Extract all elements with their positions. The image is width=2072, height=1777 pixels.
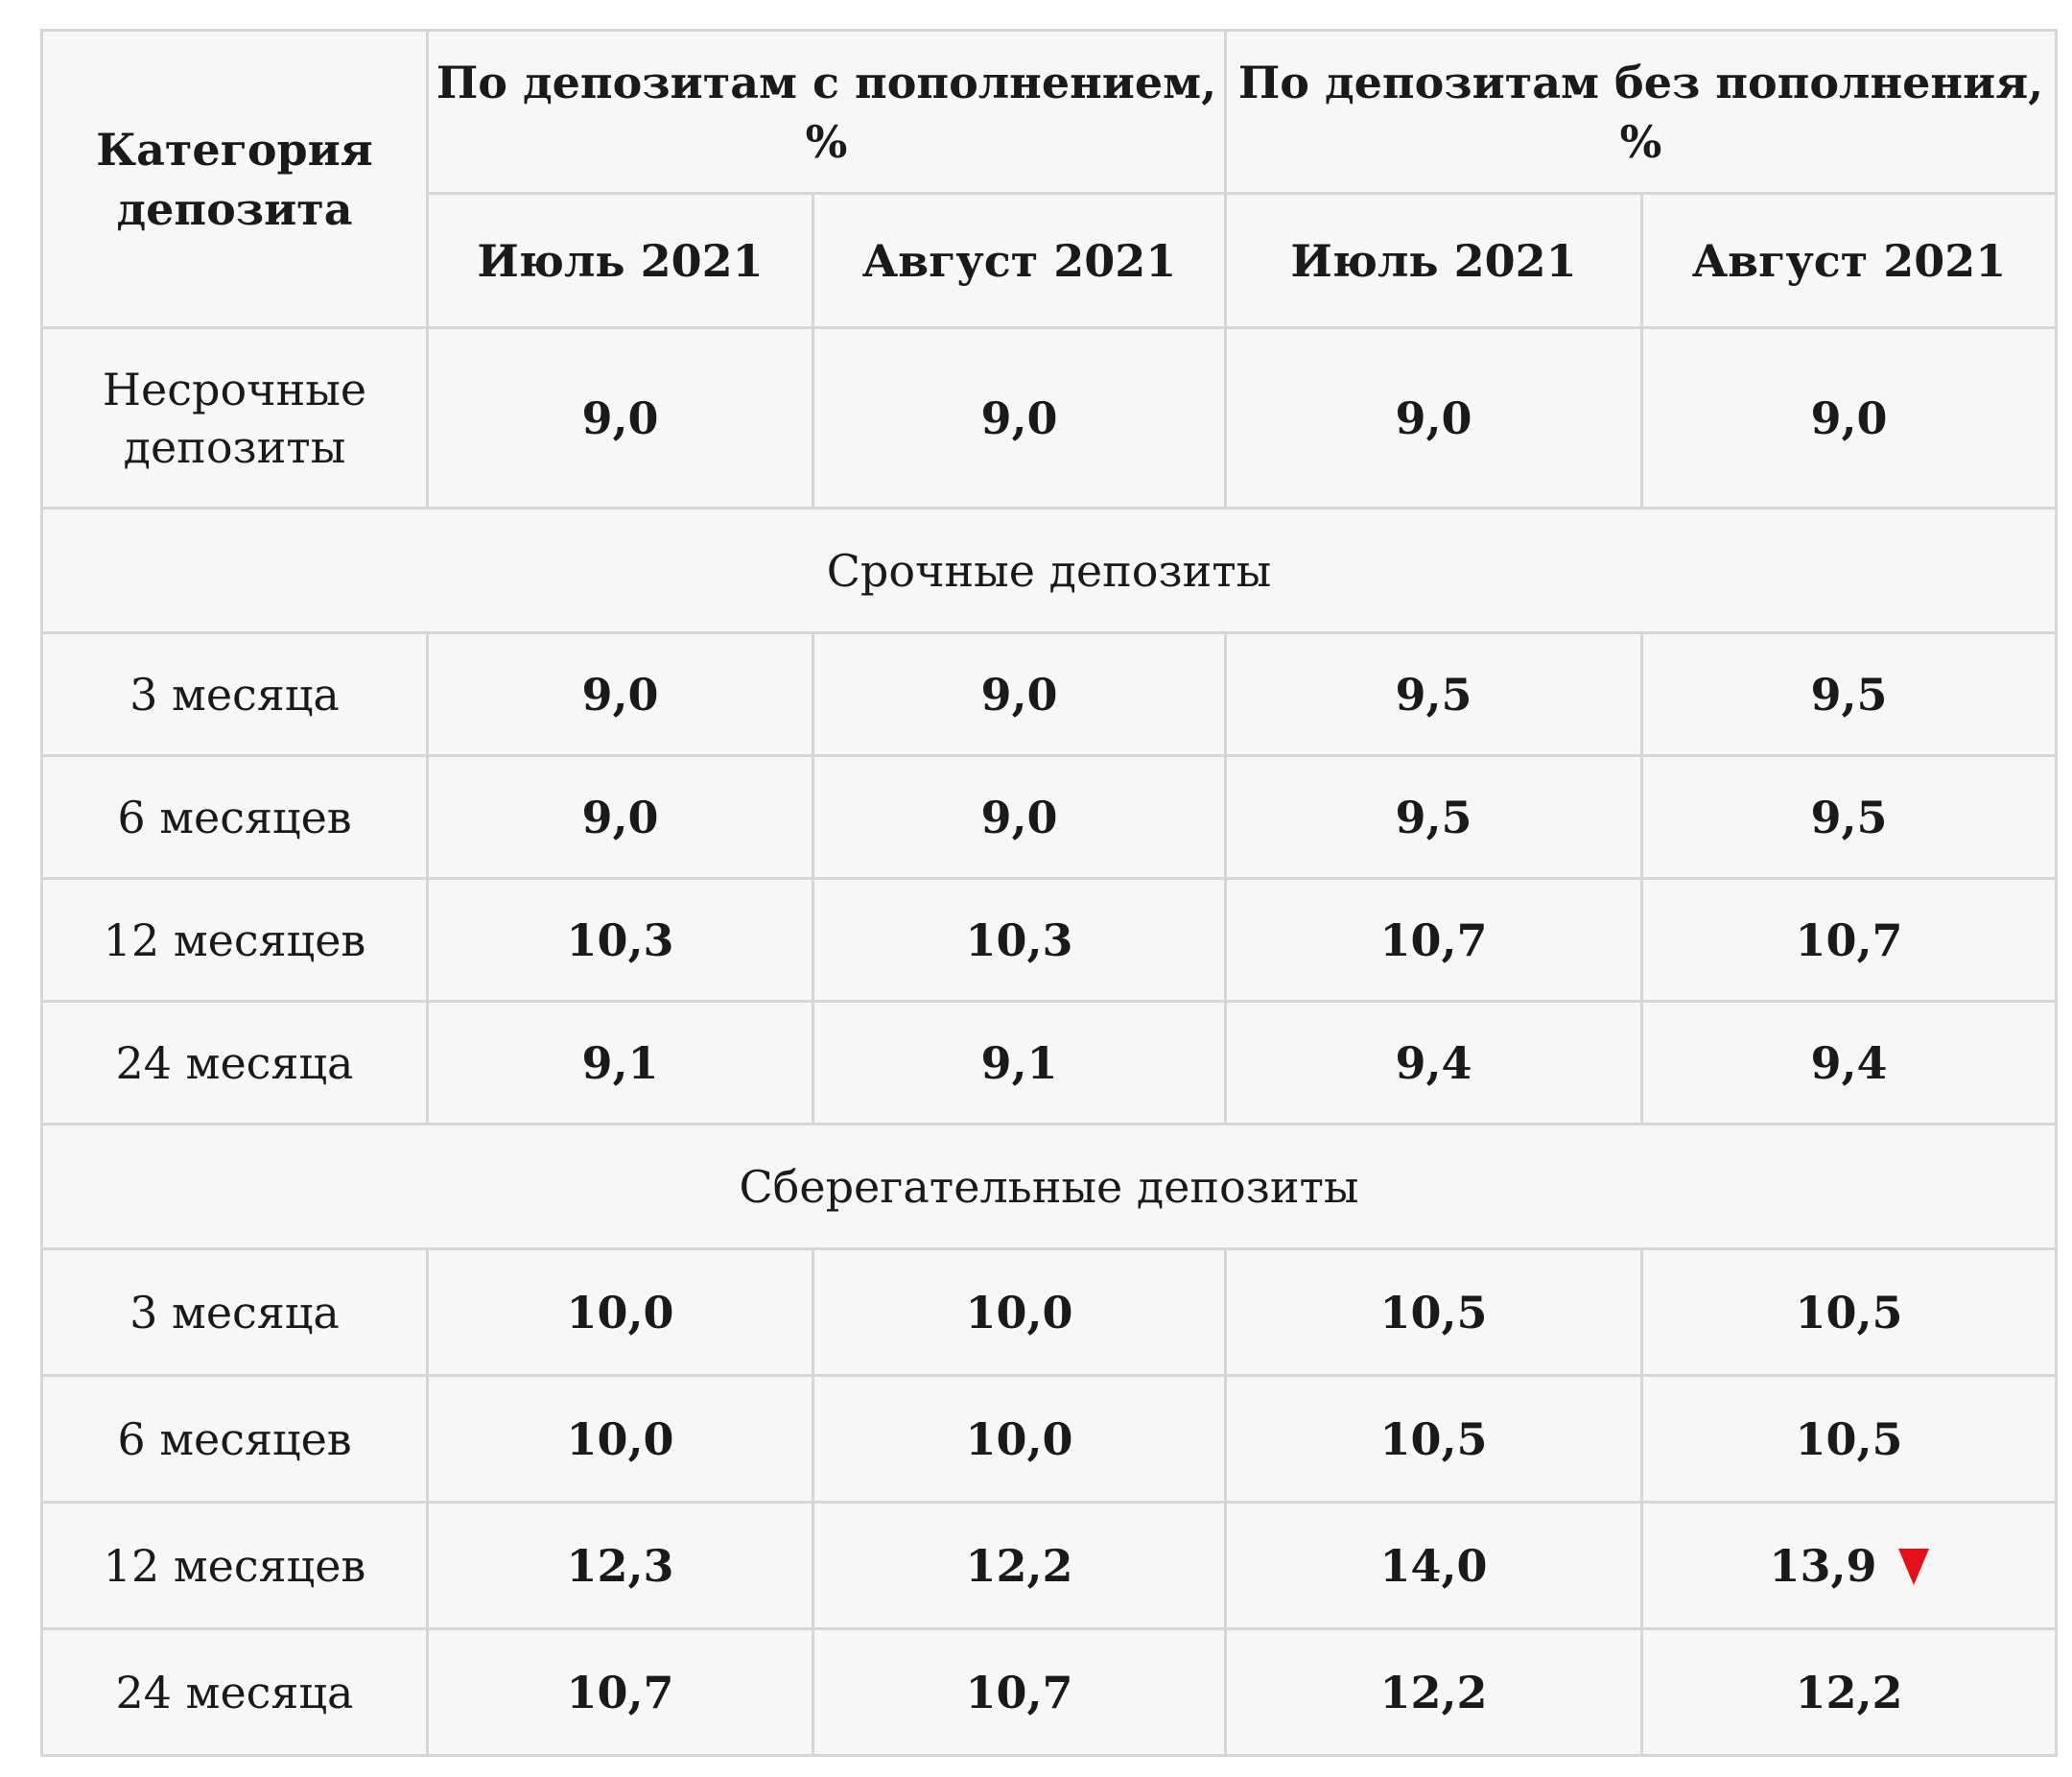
row-label: 3 месяца: [40, 631, 429, 757]
section-row: Срочные депозиты: [39, 507, 2059, 634]
row-label: Несрочные депозиты: [40, 326, 429, 509]
rate-value: 10,7: [1640, 877, 2059, 1003]
rate-value: 9,5: [1224, 631, 1644, 757]
rate-value: 10,0: [811, 1247, 1228, 1377]
header-month: Август 2021: [1640, 192, 2059, 329]
table-row: 3 месяца 9,0 9,0 9,5 9,5: [40, 631, 2059, 757]
table-row: 3 месяца 10,0 10,0 10,5 10,5: [40, 1247, 2059, 1377]
rate-value: 9,0: [811, 631, 1228, 757]
row-label: 6 месяцев: [40, 1374, 429, 1504]
rate-value: 9,1: [811, 1000, 1228, 1125]
header-row-months: Июль 2021 Август 2021 Июль 2021 Август 2…: [42, 192, 2059, 329]
row-label: 6 месяцев: [40, 754, 429, 880]
rate-value: 9,0: [1224, 326, 1644, 509]
rate-value: 9,0: [1640, 326, 2059, 509]
table-row: 6 месяцев 9,0 9,0 9,5 9,5: [40, 754, 2059, 880]
rate-value: 9,4: [1224, 1000, 1644, 1125]
section-title-savings: Сберегательные депозиты: [39, 1123, 2059, 1250]
header-month: Август 2021: [811, 192, 1228, 329]
rate-value: 9,4: [1640, 1000, 2059, 1125]
table-row: 12 месяцев 12,3 12,2 14,0 13,9: [40, 1501, 2059, 1630]
section-row: Сберегательные депозиты: [39, 1123, 2059, 1250]
row-label: 3 месяца: [40, 1247, 429, 1377]
rate-value: 10,7: [811, 1627, 1228, 1757]
rate-value: 12,2: [811, 1501, 1228, 1630]
table-row: Несрочные депозиты 9,0 9,0 9,0 9,0: [40, 326, 2059, 509]
rate-value: 9,5: [1224, 754, 1644, 880]
table-row: 24 месяца 9,1 9,1 9,4 9,4: [40, 1000, 2059, 1125]
deposit-rates-table: Категория депозита По депозитам с пополн…: [39, 29, 2059, 1757]
section-title-term: Срочные депозиты: [39, 507, 2059, 634]
rate-value: 10,5: [1224, 1247, 1644, 1377]
rate-value: 10,0: [426, 1247, 814, 1377]
header-month: Июль 2021: [426, 192, 814, 329]
table-row: 24 месяца 10,7 10,7 12,2 12,2: [40, 1627, 2059, 1757]
row-label: 12 месяцев: [40, 1501, 429, 1630]
rate-value: 12,3: [426, 1501, 814, 1630]
rate-value: 9,0: [426, 326, 814, 509]
rate-value: 9,5: [1640, 631, 2059, 757]
rate-value: 10,5: [1224, 1374, 1644, 1504]
rate-value: 12,2: [1640, 1627, 2059, 1757]
header-month: Июль 2021: [1224, 192, 1644, 329]
rate-value: 14,0: [1224, 1501, 1644, 1630]
rate-value: 10,7: [1224, 877, 1644, 1003]
header-category: Категория депозита: [40, 29, 429, 329]
rate-value: 9,5: [1640, 754, 2059, 880]
rate-value: 10,5: [1640, 1247, 2059, 1377]
rate-value: 13,9: [1769, 1539, 1877, 1592]
header-row-groups: Категория депозита По депозитам с пополн…: [40, 29, 2059, 329]
header-group-without-topup: По депозитам без пополнения, %: [1224, 29, 2059, 195]
rate-value: 10,0: [811, 1374, 1228, 1504]
rate-value-with-indicator: 13,9: [1640, 1501, 2059, 1630]
row-label: 24 месяца: [40, 1000, 429, 1125]
rate-value: 10,3: [811, 877, 1228, 1003]
rate-value: 10,5: [1640, 1374, 2059, 1504]
rate-value: 12,2: [1224, 1627, 1644, 1757]
down-triangle-icon: [1897, 1548, 1929, 1585]
rate-value: 10,0: [426, 1374, 814, 1504]
rate-value: 10,3: [426, 877, 814, 1003]
rate-value: 9,0: [811, 326, 1228, 509]
table-row: 6 месяцев 10,0 10,0 10,5 10,5: [40, 1374, 2059, 1504]
rate-value: 9,0: [811, 754, 1228, 880]
rate-value: 9,1: [426, 1000, 814, 1125]
rate-value: 9,0: [426, 754, 814, 880]
table-row: 12 месяцев 10,3 10,3 10,7 10,7: [40, 877, 2059, 1003]
row-label: 12 месяцев: [40, 877, 429, 1003]
header-group-with-topup: По депозитам с пополнением, %: [425, 29, 1228, 195]
rate-value: 10,7: [426, 1627, 814, 1757]
row-label: 24 месяца: [40, 1627, 429, 1757]
rate-value: 9,0: [426, 631, 814, 757]
